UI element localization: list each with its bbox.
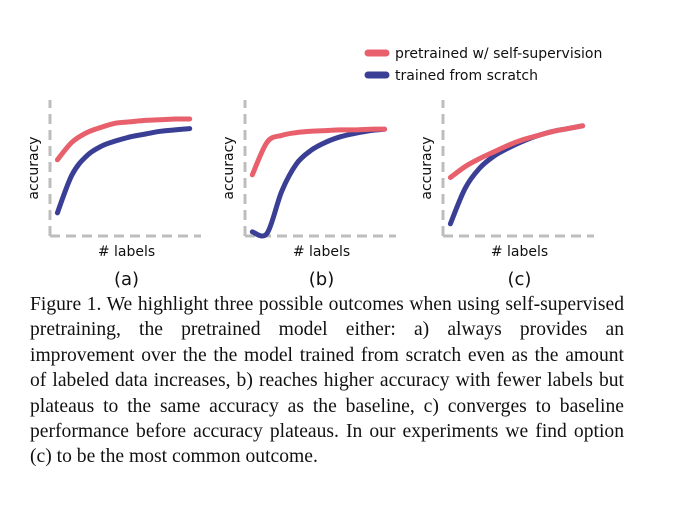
figure-caption: Figure 1. We highlight three possible ou… — [30, 294, 624, 468]
legend-label-scratch: trained from scratch — [395, 68, 538, 84]
panel-b: accuracy # labels (b) — [221, 100, 396, 290]
series-scratch-a — [54, 126, 193, 216]
xlabel-a: # labels — [98, 244, 155, 260]
panel-label-b: (b) — [309, 269, 334, 290]
panel-c: accuracy # labels (c) — [419, 100, 594, 290]
panels: accuracy# labels(a)accuracy# labels(b)ac… — [26, 100, 594, 290]
ylabel-b: accuracy — [221, 136, 237, 199]
series-scratch-b — [249, 126, 388, 239]
xlabel-b: # labels — [293, 244, 350, 260]
ylabel-c: accuracy — [419, 136, 435, 199]
series-pretrained-b — [249, 126, 388, 178]
ylabel-a: accuracy — [26, 136, 42, 199]
panel-a: accuracy # labels (a) — [26, 100, 201, 290]
figure-panels: pretrained w/ self-supervision trained f… — [26, 46, 602, 290]
series-pretrained-c — [447, 123, 586, 180]
legend-label-pretrained: pretrained w/ self-supervision — [395, 46, 602, 62]
xlabel-c: # labels — [491, 244, 548, 260]
legend: pretrained w/ self-supervision trained f… — [364, 46, 602, 84]
series-pretrained-a — [54, 116, 193, 163]
panel-label-a: (a) — [114, 269, 139, 290]
panel-label-c: (c) — [508, 269, 532, 290]
